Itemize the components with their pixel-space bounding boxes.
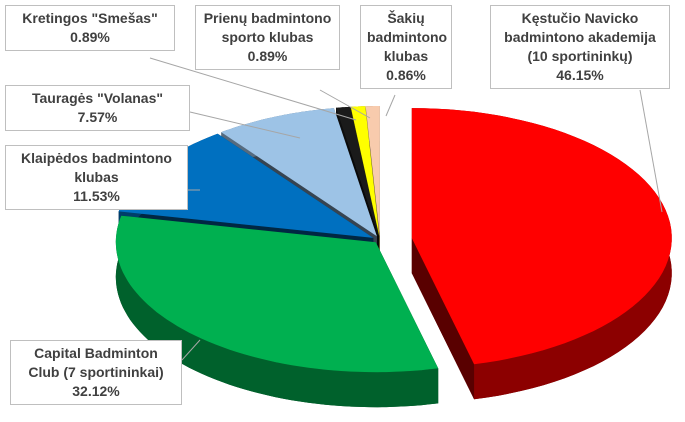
data-label: Klaipėdos badmintono klubas 11.53% — [5, 145, 188, 210]
label-value: 0.86% — [386, 67, 426, 83]
slice-top — [115, 215, 439, 373]
leader-line — [319, 89, 371, 119]
label-name: Capital Badminton Club (7 sportininkai) — [28, 345, 164, 380]
label-name: Tauragės "Volanas" — [31, 90, 164, 106]
slice-top — [411, 108, 672, 365]
pie-slice — [411, 108, 672, 400]
label-name: Prienų badmintono sporto klubas — [203, 10, 332, 45]
data-label: Kretingos "Smešas" 0.89% — [5, 5, 175, 51]
pie-slice — [115, 215, 439, 408]
label-name: Kretingos "Smešas" — [22, 10, 158, 26]
label-value: 0.89% — [247, 48, 288, 64]
label-name: Klaipėdos badmintono klubas — [21, 150, 172, 185]
data-label: Kęstučio Navicko badmintono akademija (1… — [490, 5, 670, 89]
label-name: Šakių badmintono klubas — [367, 10, 448, 64]
label-name: Kęstučio Navicko badmintono akademija (1… — [504, 10, 656, 64]
leader-line — [189, 111, 301, 139]
slice-wall — [411, 238, 475, 400]
leader-line — [385, 94, 396, 117]
slice-top — [221, 108, 377, 237]
data-label: Prienų badmintono sporto klubas 0.89% — [195, 5, 340, 70]
slice-top — [350, 106, 380, 236]
slice-side — [115, 215, 439, 408]
label-value: 11.53% — [73, 188, 120, 204]
label-value: 7.57% — [77, 109, 118, 125]
data-label: Šakių badmintono klubas 0.86% — [360, 5, 452, 89]
label-value: 0.89% — [70, 29, 110, 45]
leader-line — [181, 339, 201, 361]
slice-top — [336, 106, 379, 236]
leader-line — [149, 57, 357, 121]
label-value: 32.12% — [72, 383, 120, 399]
leader-line — [639, 89, 663, 213]
slice-top — [365, 106, 380, 236]
data-label: Capital Badminton Club (7 sportininkai) 3… — [10, 340, 182, 405]
label-value: 46.15% — [556, 67, 604, 83]
data-label: Tauragės "Volanas" 7.57% — [5, 85, 190, 131]
